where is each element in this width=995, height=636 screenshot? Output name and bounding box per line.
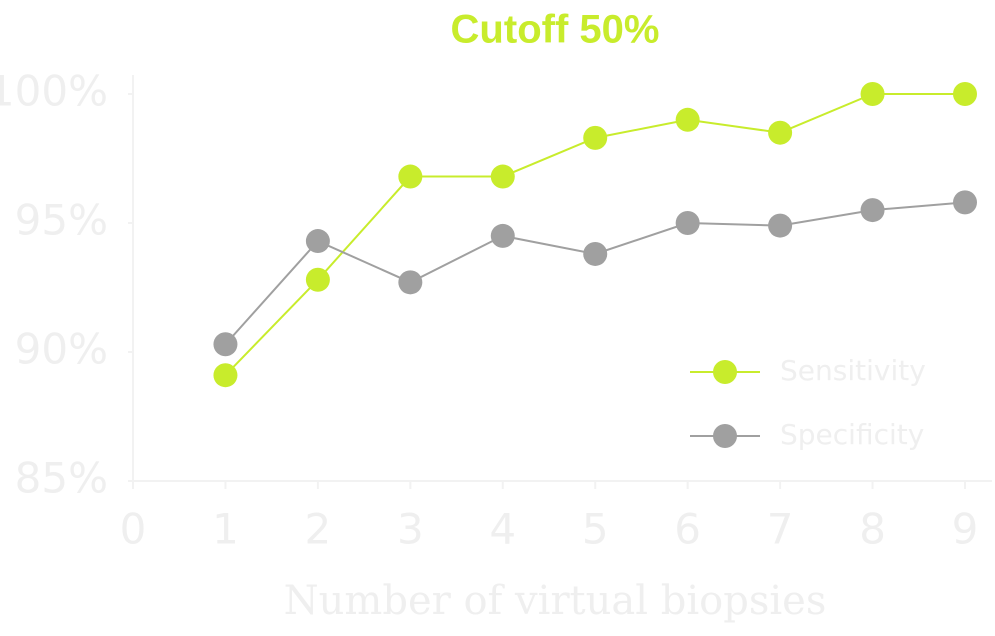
x-tick-label: 2: [305, 505, 332, 554]
x-tick-label: 4: [489, 505, 516, 554]
y-tick-label: 100%: [0, 67, 108, 116]
data-point: [768, 213, 793, 238]
x-axis-title: Number of virtual biopsies: [284, 578, 827, 624]
data-point: [583, 241, 608, 266]
data-point: [953, 82, 977, 106]
x-tick-label: 8: [859, 505, 886, 554]
x-tick-label: 1: [212, 505, 239, 554]
series-line: [224, 201, 966, 345]
data-point: [398, 164, 423, 189]
data-point: [860, 82, 885, 106]
data-point: [583, 125, 608, 150]
legend-label: Specificity: [780, 418, 924, 451]
data-point: [398, 270, 423, 295]
y-tick-label: 90%: [15, 325, 108, 374]
x-tick-label: 6: [674, 505, 701, 554]
x-tick-label: 9: [952, 505, 979, 554]
data-point: [768, 120, 793, 145]
legend-marker: [713, 360, 737, 384]
legend-label: Sensitivity: [780, 354, 926, 387]
data-point: [305, 267, 330, 292]
data-point: [860, 198, 885, 223]
data-point: [213, 332, 238, 357]
data-point: [490, 164, 515, 189]
data-point: [675, 211, 700, 235]
data-point: [675, 107, 700, 132]
data-point: [953, 190, 977, 215]
x-tick-label: 0: [120, 505, 147, 554]
x-tick-label: 5: [582, 505, 609, 554]
y-tick-label: 85%: [15, 454, 108, 503]
x-tick-label: 3: [397, 505, 424, 554]
data-point: [490, 223, 515, 248]
data-point: [305, 229, 330, 254]
chart-title: Cutoff 50%: [451, 8, 660, 52]
x-tick-label: 7: [767, 505, 794, 554]
legend-marker: [713, 424, 737, 448]
y-tick-label: 95%: [15, 196, 108, 245]
data-point: [213, 363, 238, 388]
